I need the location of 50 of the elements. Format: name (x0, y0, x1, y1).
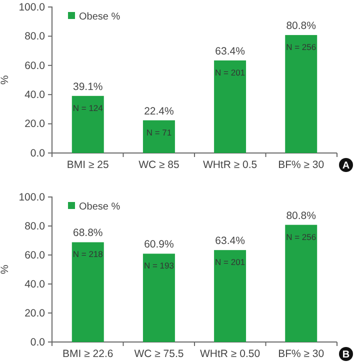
y-tick-label: 100.0 (18, 1, 46, 14)
y-tick-label: 20.0 (24, 118, 46, 130)
annotation: N = 201 (215, 67, 246, 78)
text: 22.4% (144, 105, 174, 118)
text: 80.8% (286, 210, 316, 222)
bar (142, 254, 175, 342)
x-tick-label: BMI ≥ 22.6 (62, 348, 114, 360)
y-tick-label: 60.0 (24, 249, 46, 262)
bar (214, 60, 246, 153)
bar (285, 224, 318, 342)
y-tick-label: 0.0 (30, 147, 46, 160)
text: 80.8% (286, 20, 316, 32)
annotation: N = 124 (72, 102, 104, 113)
x-tick-label: BF% ≥ 30 (278, 348, 324, 360)
annotation: N = 201 (215, 257, 246, 268)
bar (142, 120, 175, 153)
text: 39.1% (73, 80, 103, 93)
annotation: N = 256 (286, 42, 316, 52)
bar (285, 35, 318, 153)
y-tick-label: 40.0 (24, 278, 46, 290)
x-tick-label: WC ≥ 85 (138, 159, 180, 171)
bar (72, 242, 104, 342)
annotation: N = 193 (144, 260, 174, 271)
x-tick-label: BF% ≥ 30 (278, 159, 324, 171)
text: 63.4% (215, 45, 245, 58)
annotation: N = 71 (146, 127, 172, 138)
x-tick-label: BMI ≥ 25 (66, 159, 110, 171)
x-tick-label: WC ≥ 75.5 (134, 348, 184, 360)
y-tick-label: 0.0 (30, 336, 46, 348)
annotation: N = 218 (72, 249, 104, 260)
y-tick-label: 80.0 (24, 30, 46, 43)
text: 60.9% (144, 238, 174, 251)
legend-label: Obese % (79, 12, 120, 22)
text: A (342, 160, 350, 172)
y-tick-label: 100.0 (18, 191, 46, 204)
bar (72, 96, 104, 153)
x-tick-label: WHtR ≥ 0.5 (202, 159, 258, 171)
y-tick-label: 80.0 (24, 220, 46, 232)
text: B (342, 350, 350, 360)
y-axis-title: % (0, 75, 11, 85)
x-tick-label: WHtR ≥ 0.50 (200, 348, 260, 360)
y-tick-label: 60.0 (24, 60, 46, 72)
text: 68.8% (73, 227, 103, 240)
legend-label: Obese % (79, 202, 120, 212)
text: 63.4% (215, 235, 245, 248)
y-tick-label: 40.0 (24, 88, 46, 101)
annotation: N = 256 (286, 232, 316, 242)
bar (214, 250, 246, 342)
y-axis-title: % (0, 264, 11, 274)
y-tick-label: 20.0 (24, 307, 46, 320)
